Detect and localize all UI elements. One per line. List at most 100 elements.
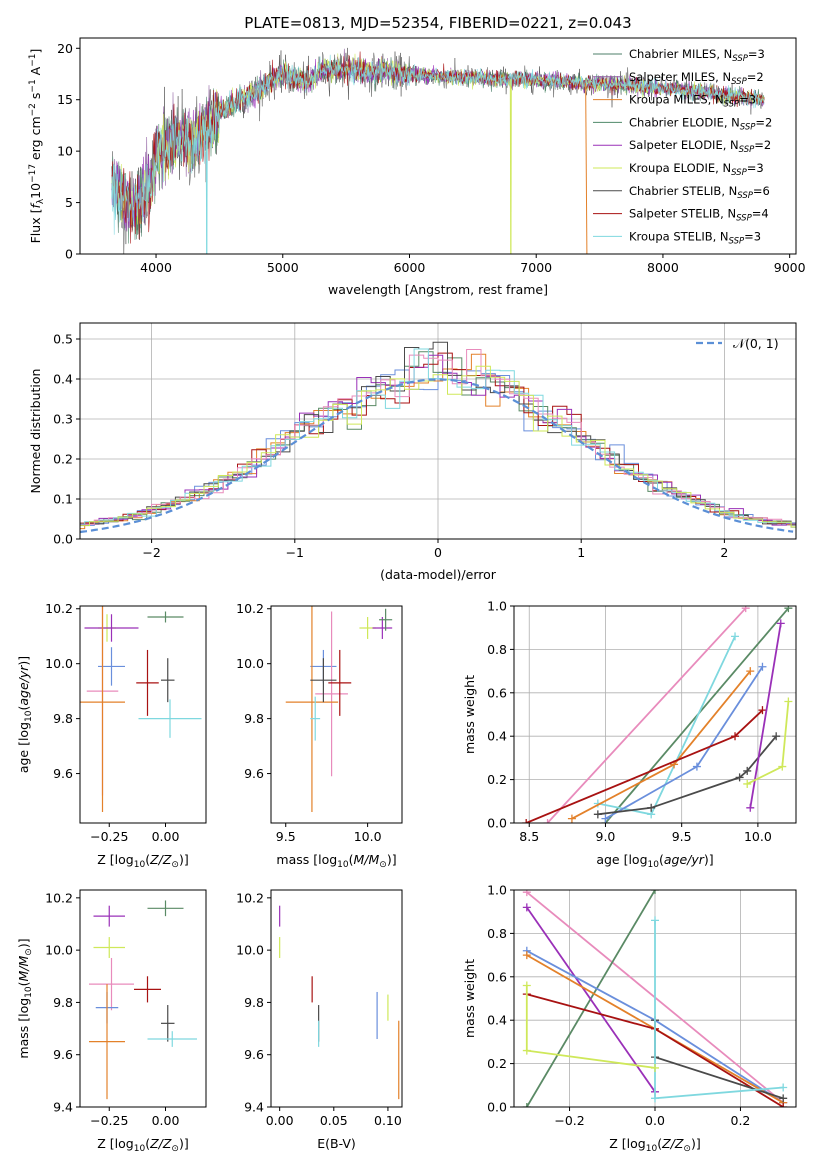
y-tick-label: 0.4 [53, 372, 73, 387]
histogram-series [80, 365, 796, 528]
errorbar-point [136, 649, 159, 716]
errorbar-point [134, 976, 161, 1003]
axes-frame [513, 889, 797, 1108]
plus-marker [746, 803, 755, 812]
label-part: 10 [28, 183, 43, 199]
y-tick-label: 10.2 [45, 601, 73, 616]
errorbar-point [80, 606, 125, 813]
x-tick-label: 0.2 [731, 1113, 751, 1128]
plus-marker [522, 819, 531, 823]
y-tick-label: 10.0 [236, 943, 264, 958]
x-tick-label: 9.5 [276, 829, 296, 844]
label-part: Chabrier ELODIE, N [629, 115, 740, 129]
label-part: erg cm [28, 116, 43, 164]
y-tick-label: 9.8 [53, 995, 73, 1010]
axes-ebv-mass: 0.00 0.05 0.10 9.4 9.6 9.8 10.0 10.2 E(B-V) [236, 889, 403, 1151]
errorbar-point [310, 658, 337, 703]
errorbar-point [310, 696, 321, 741]
label-part: Chabrier MILES, N [629, 47, 732, 61]
axes-frame [79, 37, 797, 255]
y-axis-label: Flux [fλ10−17 erg cm−2 s−1 A−1] [28, 49, 46, 244]
y-axis-label: Normed distribution [28, 369, 43, 494]
label-part: age/yr [664, 852, 705, 867]
x-axis-label: Z [log10(Z/Z⊙)] [609, 1136, 700, 1154]
legend: Chabrier MILES, N SSP =3 Salpeter MILES, NS… [593, 47, 772, 246]
label-part: 10 [24, 986, 34, 998]
x-tick-label: 8.5 [519, 829, 539, 844]
label-part: 10 [134, 1144, 146, 1154]
y-tick-label: 0.0 [487, 816, 507, 831]
label-part: ( [16, 981, 31, 986]
y-tick-label: 0.6 [487, 969, 507, 984]
label-part: =4 [752, 207, 769, 221]
y-tick-label: 9.6 [53, 766, 73, 781]
label-part: Salpeter ELODIE, N [629, 138, 739, 152]
y-tick-label: 0.8 [487, 926, 507, 941]
y-tick-label: 0.2 [487, 772, 507, 787]
plus-marker [758, 706, 767, 715]
plot-area-Z-weight [514, 890, 796, 1107]
plus-marker [779, 1094, 788, 1103]
errorbar-point [161, 1005, 175, 1042]
plus-marker [522, 951, 531, 960]
label-part: 10 [646, 1144, 658, 1154]
y-tick-label: 0.4 [487, 729, 507, 744]
errorbar-point [285, 606, 339, 813]
label-part: ( [16, 706, 31, 711]
x-axis-label: Z [log10(Z/Z⊙)] [97, 1136, 188, 1154]
label-part: Z/Z [149, 1136, 172, 1151]
errorbar-point [93, 905, 125, 927]
y-tick-label: 1.0 [487, 883, 507, 898]
plus-marker [731, 632, 740, 641]
label-part: )] [16, 938, 31, 948]
label-part: 10 [24, 710, 34, 722]
label-part: s [28, 93, 43, 104]
errorbar-point [84, 614, 139, 642]
histogram-series [80, 349, 796, 528]
legend-label: Kroupa STELIB, NSSP=3 [629, 229, 761, 246]
errorbar-point [93, 937, 125, 958]
label-part: age [log [16, 722, 31, 773]
label-part: mass [log [276, 852, 337, 867]
plus-marker [746, 667, 755, 676]
label-part: Kroupa ELODIE, N [629, 161, 731, 175]
errorbar-point [161, 658, 175, 703]
x-tick-label: 9000 [774, 260, 806, 275]
legend-label: Salpeter ELODIE, NSSP=2 [629, 138, 771, 155]
legend-label: 𝒩(0, 1) [733, 336, 779, 351]
errorbar-point [147, 611, 184, 623]
label-part: −17 [28, 164, 38, 183]
label-part: ⊙ [171, 860, 179, 870]
plus-marker [593, 810, 602, 819]
label-part: =3 [744, 229, 761, 243]
errorbar-point [315, 611, 348, 777]
plot-area-spectrum [111, 47, 765, 254]
x-axis-label: mass [log10(M/M⊙)] [276, 852, 396, 870]
label-part: SSP [724, 100, 740, 110]
label-part: ( [145, 1136, 150, 1151]
errorbar-point [379, 608, 393, 631]
weight-series-line [546, 607, 747, 823]
y-tick-label: 10.2 [236, 890, 264, 905]
y-tick-label: 0.2 [487, 1056, 507, 1071]
label-part: SSP [737, 191, 753, 201]
x-tick-label: 9.5 [672, 829, 692, 844]
label-part: ⊙ [171, 1144, 179, 1154]
y-tick-label: 10 [57, 144, 73, 159]
label-part: mass [log [16, 998, 31, 1059]
errorbar-point [372, 616, 393, 639]
label-part: =2 [747, 70, 764, 84]
y-tick-label: 0.0 [53, 532, 73, 547]
y-tick-label: 9.6 [244, 766, 264, 781]
label-part: =6 [753, 184, 770, 198]
label-part: −1 [28, 79, 38, 92]
label-part: )] [179, 852, 189, 867]
y-tick-label: 0.3 [53, 412, 73, 427]
label-part: =3 [747, 161, 764, 175]
weight-series-line [746, 701, 790, 785]
label-part: Kroupa MILES, N [629, 93, 724, 107]
y-tick-label: 9.4 [244, 1100, 264, 1115]
plus-marker [522, 890, 531, 897]
y-tick-label: 9.8 [244, 711, 264, 726]
legend-label: Salpeter MILES, NSSP=2 [629, 70, 764, 87]
